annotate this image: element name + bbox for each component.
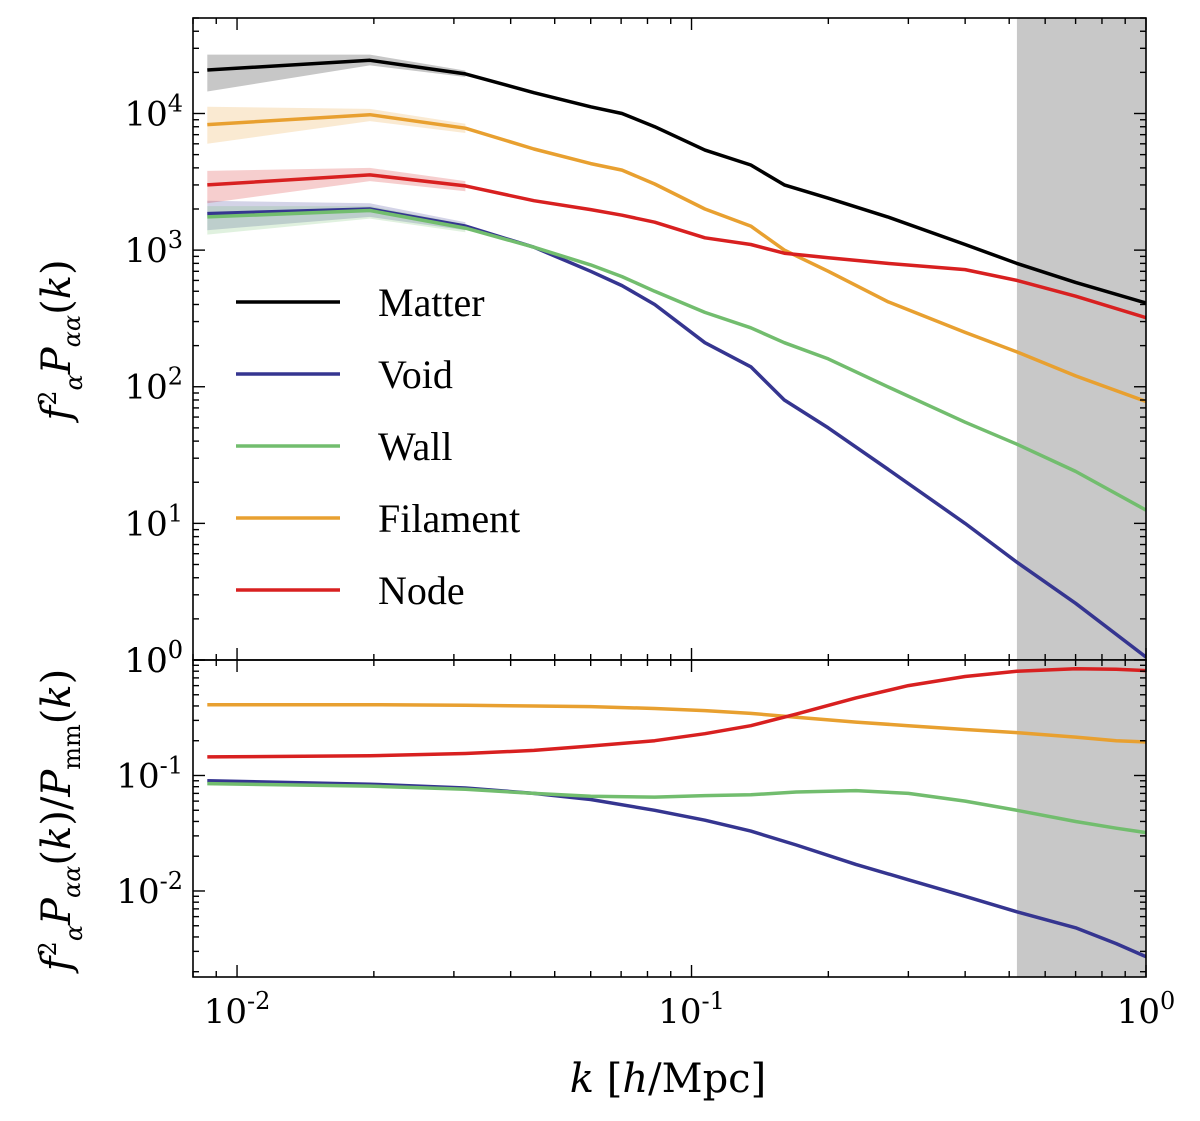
y-tick-label: 102	[124, 363, 183, 408]
legend: Matter Void Wall Filament Node	[236, 280, 520, 613]
error-band-matter	[207, 54, 466, 92]
y-tick-label: 10-1	[116, 751, 183, 796]
series-line-node	[207, 666, 1146, 759]
panel-frame	[192, 659, 1147, 978]
series-line-matter	[207, 58, 1146, 305]
series-line-filament	[207, 702, 1146, 744]
y-axis-label-bottom: f2αPαα(k)/Pmm(k)	[34, 669, 88, 975]
y-axis-label-top: f2αPαα(k)	[34, 259, 88, 423]
bottom-panel: 10-2 10-1 100 10-2 10-1 100	[116, 636, 1175, 1032]
y-tick-label: 103	[124, 226, 183, 271]
error-band-filament	[207, 106, 466, 144]
top-panel: 100 101 102 103 104 Matter Void Wall Filament Nod…	[124, 17, 1147, 681]
plot-area	[207, 18, 1146, 660]
y-tick-label: 101	[124, 499, 183, 544]
legend-label-node: Node	[378, 568, 465, 613]
series-line-wall	[207, 781, 1146, 835]
plot-area	[207, 660, 1146, 977]
x-tick-label: 100	[1117, 987, 1176, 1032]
x-tick-label: 10-2	[204, 987, 271, 1032]
legend-label-wall: Wall	[378, 424, 453, 469]
y-tick-label: 104	[124, 89, 183, 134]
x-tick-label: 10-1	[658, 987, 725, 1032]
error-band-node	[207, 167, 466, 204]
error-band-void	[207, 200, 466, 231]
shaded-region	[1016, 18, 1146, 660]
series-line-wall	[207, 208, 1146, 512]
legend-label-matter: Matter	[378, 280, 485, 325]
y-tick-label: 100	[124, 636, 183, 681]
legend-label-filament: Filament	[378, 496, 520, 541]
legend-label-void: Void	[378, 352, 453, 397]
series-line-filament	[207, 112, 1146, 404]
y-tick-label: 10-2	[116, 867, 183, 912]
series-line-node	[207, 173, 1146, 320]
x-axis-label: k [h/Mpc]	[570, 1056, 766, 1102]
shaded-region	[1016, 660, 1146, 977]
y-tick-label: 100	[124, 636, 183, 681]
